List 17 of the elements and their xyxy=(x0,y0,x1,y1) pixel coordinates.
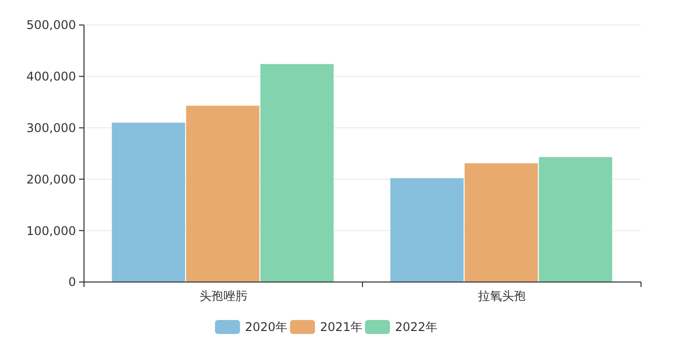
bar xyxy=(464,163,538,282)
y-tick-label: 0 xyxy=(68,275,76,290)
y-tick-label: 100,000 xyxy=(26,224,76,238)
y-tick-label: 500,000 xyxy=(26,18,76,32)
legend-label: 2022年 xyxy=(395,320,438,334)
bar xyxy=(260,64,334,282)
bar xyxy=(390,178,464,282)
y-tick-label: 200,000 xyxy=(26,172,76,186)
y-tick-label: 400,000 xyxy=(26,70,76,84)
y-tick-label: 300,000 xyxy=(26,121,76,135)
bar xyxy=(112,122,186,282)
bar xyxy=(538,157,612,282)
bar xyxy=(186,106,260,282)
legend-label: 2021年 xyxy=(320,320,363,334)
x-tick-label: 拉氧头孢 xyxy=(478,289,526,303)
legend-label: 2020年 xyxy=(245,320,288,334)
x-tick-label: 头孢唑肟 xyxy=(199,289,248,303)
